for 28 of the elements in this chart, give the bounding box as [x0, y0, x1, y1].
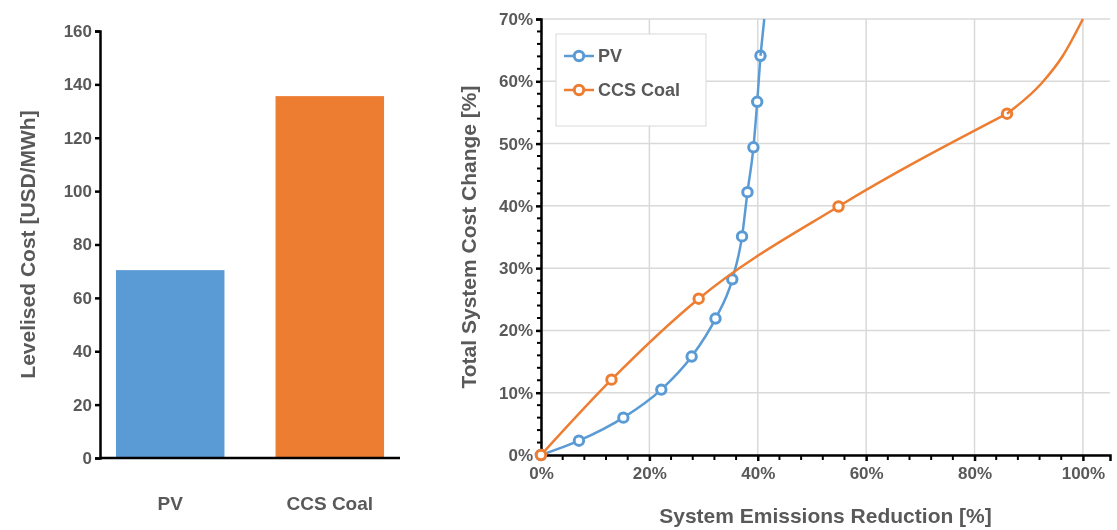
y-tick-label: 10%	[498, 383, 533, 403]
y-tick-label: 50%	[498, 134, 533, 154]
y-tick-label: 80	[73, 235, 92, 255]
legend-label: PV	[598, 46, 623, 66]
y-tick-label: 60%	[498, 72, 533, 92]
legend-label: CCS Coal	[598, 80, 681, 100]
x-tick-label: 20%	[632, 464, 667, 484]
y-tick-label: 40	[73, 342, 92, 362]
y-axis-title: Levelised Cost [USD/MWh]	[16, 110, 39, 379]
y-tick-label: 0	[82, 448, 92, 468]
y-tick-label: 60	[73, 288, 92, 308]
x-tick-label: 80%	[958, 464, 993, 484]
y-tick-label: 70%	[498, 9, 533, 29]
x-tick-label: 0%	[529, 464, 554, 484]
y-axis-title: Total System Cost Change [%]	[457, 85, 480, 389]
y-tick-label: 20%	[498, 321, 533, 341]
y-tick-label: 40%	[498, 196, 533, 216]
y-tick-label: 0%	[508, 445, 533, 465]
y-tick-label: 30%	[498, 259, 533, 279]
x-tick-label: 100%	[1061, 464, 1106, 484]
x-axis-title: System Emissions Reduction [%]	[659, 504, 992, 527]
y-tick-label: 20	[73, 395, 92, 415]
y-tick-label: 120	[63, 128, 92, 148]
y-tick-label: 160	[63, 21, 92, 41]
y-tick-label: 140	[63, 75, 92, 95]
x-tick-label: 40%	[741, 464, 776, 484]
y-tick-label: 100	[63, 182, 92, 202]
x-tick-label: 60%	[849, 464, 884, 484]
